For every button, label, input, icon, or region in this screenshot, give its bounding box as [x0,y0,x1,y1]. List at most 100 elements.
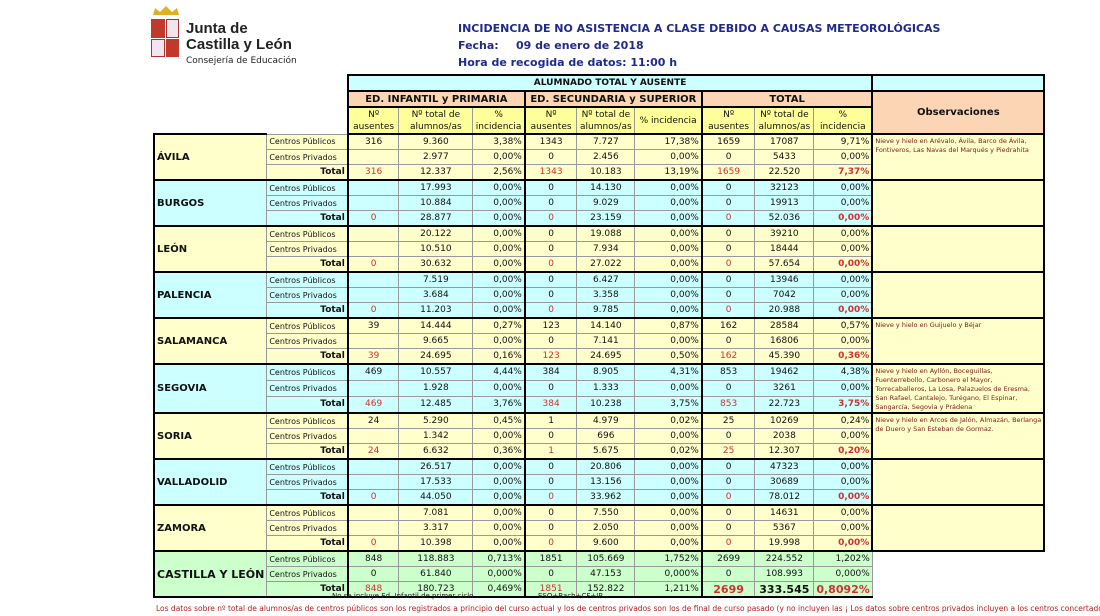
data-cell: 853 [700,395,756,414]
data-cell: 0,27% [472,317,526,334]
data-cell: 0 [700,474,756,490]
row-type: Centros Privados [266,195,349,211]
data-cell: 0,00% [813,504,873,521]
data-cell: 44.050 [398,489,474,506]
table-row: PALENCIA Centros Públicos 7.519 0,00% 0 6.427… [153,271,1046,319]
data-cell: 3261 [754,380,815,397]
data-cell: 0,00% [634,520,703,536]
data-cell: 0,00% [472,489,526,506]
data-cell: 0 [523,241,578,257]
table-row-total: Total 0 30.632 0,00% 0 27.022 0,00% 0 57.654 0,00… [154,256,1044,273]
data-cell: 0,00% [472,520,526,536]
data-cell: 0,00% [472,302,526,319]
data-cell: 4,38% [813,363,873,381]
data-cell: 0,00% [472,195,526,211]
data-cell: 0,8092% [813,581,873,598]
data-cell: 333.545 [754,581,815,598]
blank-cell [872,551,1045,597]
data-cell: 1,211% [634,581,703,598]
row-type: Centros Públicos [266,458,349,475]
data-cell: 384 [523,363,578,381]
data-cell: 10269 [754,412,815,429]
data-cell: 0 [523,195,578,211]
data-cell: 0,00% [472,428,526,444]
table-row-total: Total 469 12.485 3,76% 384 10.238 3,75% 853 22.7… [154,395,1044,414]
data-cell: 0,00% [634,333,703,349]
row-type: Centros Privados [266,241,349,257]
data-cell: 0 [700,504,756,521]
data-cell: 0 [523,287,578,303]
data-cell [346,458,400,475]
data-cell: 0,24% [813,412,873,429]
group-header: ED. INFANTIL y PRIMARIA [346,90,526,108]
data-cell: 9,71% [813,133,873,150]
data-cell: 0,00% [634,474,703,490]
data-cell: 2.977 [398,149,474,165]
data-cell: 3,75% [813,395,873,414]
data-cell: 4.979 [576,412,636,429]
data-cell: 12.337 [398,164,474,181]
logo-line-1: Junta de [186,20,248,37]
data-cell: 0,00% [472,535,526,552]
data-cell: 2,56% [472,164,526,181]
data-cell: 47.153 [576,566,636,582]
data-cell: 0 [700,489,756,506]
data-cell: 0 [346,302,400,319]
data-cell: 3,76% [472,395,526,414]
data-cell: 0,00% [472,504,526,521]
data-cell: 316 [346,133,400,150]
data-cell: 0,87% [634,317,703,334]
data-cell: 0,00% [472,458,526,475]
data-cell: 3.684 [398,287,474,303]
data-cell: 0,00% [472,225,526,242]
data-cell: 12.485 [398,395,474,414]
data-cell: 2699 [700,581,756,598]
table-row: Centros Privados 17.533 0,00% 0 13.156 0,00% 0… [154,474,1044,490]
data-cell: 0 [523,210,578,227]
data-cell [346,179,400,196]
row-type: Centros Privados [266,474,349,490]
row-type: Centros Privados [266,520,349,536]
row-type: Centros Públicos [266,363,349,381]
data-cell: 0 [700,149,756,165]
data-cell: 5.675 [576,443,636,460]
data-cell: 7042 [754,287,815,303]
data-cell: 0,00% [472,241,526,257]
data-cell: 8.905 [576,363,636,381]
region-name: ÁVILA [153,133,268,181]
table-row: Centros Privados 3.684 0,00% 0 3.358 0,00% 0 70… [154,287,1044,303]
table-row: SALAMANCA Centros Públicos 39 14.444 0,27% 12… [153,317,1046,365]
data-cell: 0,00% [472,256,526,273]
data-cell: 39 [346,317,400,334]
data-cell: 0,000% [813,566,873,582]
data-cell: 14.444 [398,317,474,334]
column-header: % incidencia [472,106,526,135]
data-cell: 6.427 [576,271,636,288]
data-cell: 7.141 [576,333,636,349]
data-cell: 1,202% [813,550,873,567]
row-type: Centros Públicos [266,179,349,196]
table-row-total: Total 848 180.723 0,469% 1851 152.822 1,211% 26… [154,581,1044,598]
data-cell: 1,752% [634,550,703,567]
data-cell: 1851 [523,550,578,567]
data-cell: 0 [523,474,578,490]
data-cell: 19913 [754,195,815,211]
row-type: Total [266,348,349,365]
data-cell: 13.156 [576,474,636,490]
data-cell: 108.993 [754,566,815,582]
data-cell: 5.290 [398,412,474,429]
data-cell [346,287,400,303]
data-cell: 7.727 [576,133,636,150]
data-cell: 7.519 [398,271,474,288]
row-type: Total [266,443,349,460]
footer-note: Los datos sobre nº total de alumnos/as d… [156,604,1100,613]
report-title: INCIDENCIA DE NO ASISTENCIA A CLASE DEBI… [458,22,941,35]
observation-cell: Nieve y hielo en Ayllón, Boceguillas, Fu… [871,363,1046,414]
data-cell: 0 [700,458,756,475]
observation-cell: Nieve y hielo en Arcos de Jalón, Almazán… [871,412,1046,460]
data-cell: 0 [523,566,578,582]
note-infantil: No se incluye Ed. Infantil de primer cic… [332,592,474,600]
observaciones-header: Observaciones [871,90,1046,135]
data-cell: 0 [700,271,756,288]
data-cell: 0,00% [634,428,703,444]
